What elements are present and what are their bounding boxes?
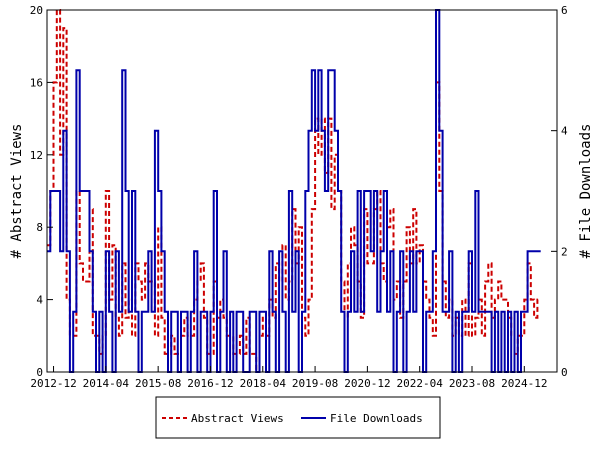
y-left-tick-label: 16 — [30, 76, 43, 89]
y-left-tick-label: 8 — [36, 221, 43, 234]
y-right-axis-title: # File Downloads — [578, 124, 594, 259]
plot-frame — [46, 9, 558, 373]
x-tick-label: 2019-08 — [292, 377, 338, 390]
y-left-axis-title: # Abstract Views — [9, 124, 25, 259]
x-tick-label: 2020-12 — [344, 377, 390, 390]
y-right-tick-label: 0 — [561, 366, 568, 379]
y-right-tick-label: 6 — [561, 4, 568, 17]
x-tick-label: 2022-04 — [397, 377, 444, 390]
x-tick-label: 2018-04 — [240, 377, 287, 390]
y-right-tick-label: 4 — [561, 125, 568, 138]
y-right-tick-label: 2 — [561, 245, 568, 258]
x-axis: 2012-12 2014-04 2015-08 2016-12 2018-04 2019-… — [30, 366, 547, 390]
legend-label-file-downloads: File Downloads — [330, 412, 423, 425]
series-line-file-downloads — [47, 9, 541, 373]
left-axis: 0 4 8 12 16 20 — [30, 4, 53, 379]
y-left-tick-label: 12 — [30, 149, 43, 162]
x-tick-label: 2014-04 — [83, 377, 130, 390]
x-tick-label: 2024-12 — [501, 377, 547, 390]
x-tick-label: 2015-08 — [135, 377, 181, 390]
y-left-tick-label: 0 — [36, 366, 43, 379]
x-tick-label: 2012-12 — [30, 377, 76, 390]
legend: Abstract Views File Downloads — [155, 396, 441, 439]
x-tick-label: 2016-12 — [187, 377, 233, 390]
y-left-tick-label: 20 — [30, 4, 43, 17]
legend-label-abstract-views: Abstract Views — [191, 412, 284, 425]
x-tick-label: 2023-08 — [449, 377, 495, 390]
legend-box — [155, 396, 441, 439]
right-axis: 0 2 4 6 — [551, 4, 568, 379]
y-left-tick-label: 4 — [36, 294, 43, 307]
series-layer — [47, 9, 541, 373]
